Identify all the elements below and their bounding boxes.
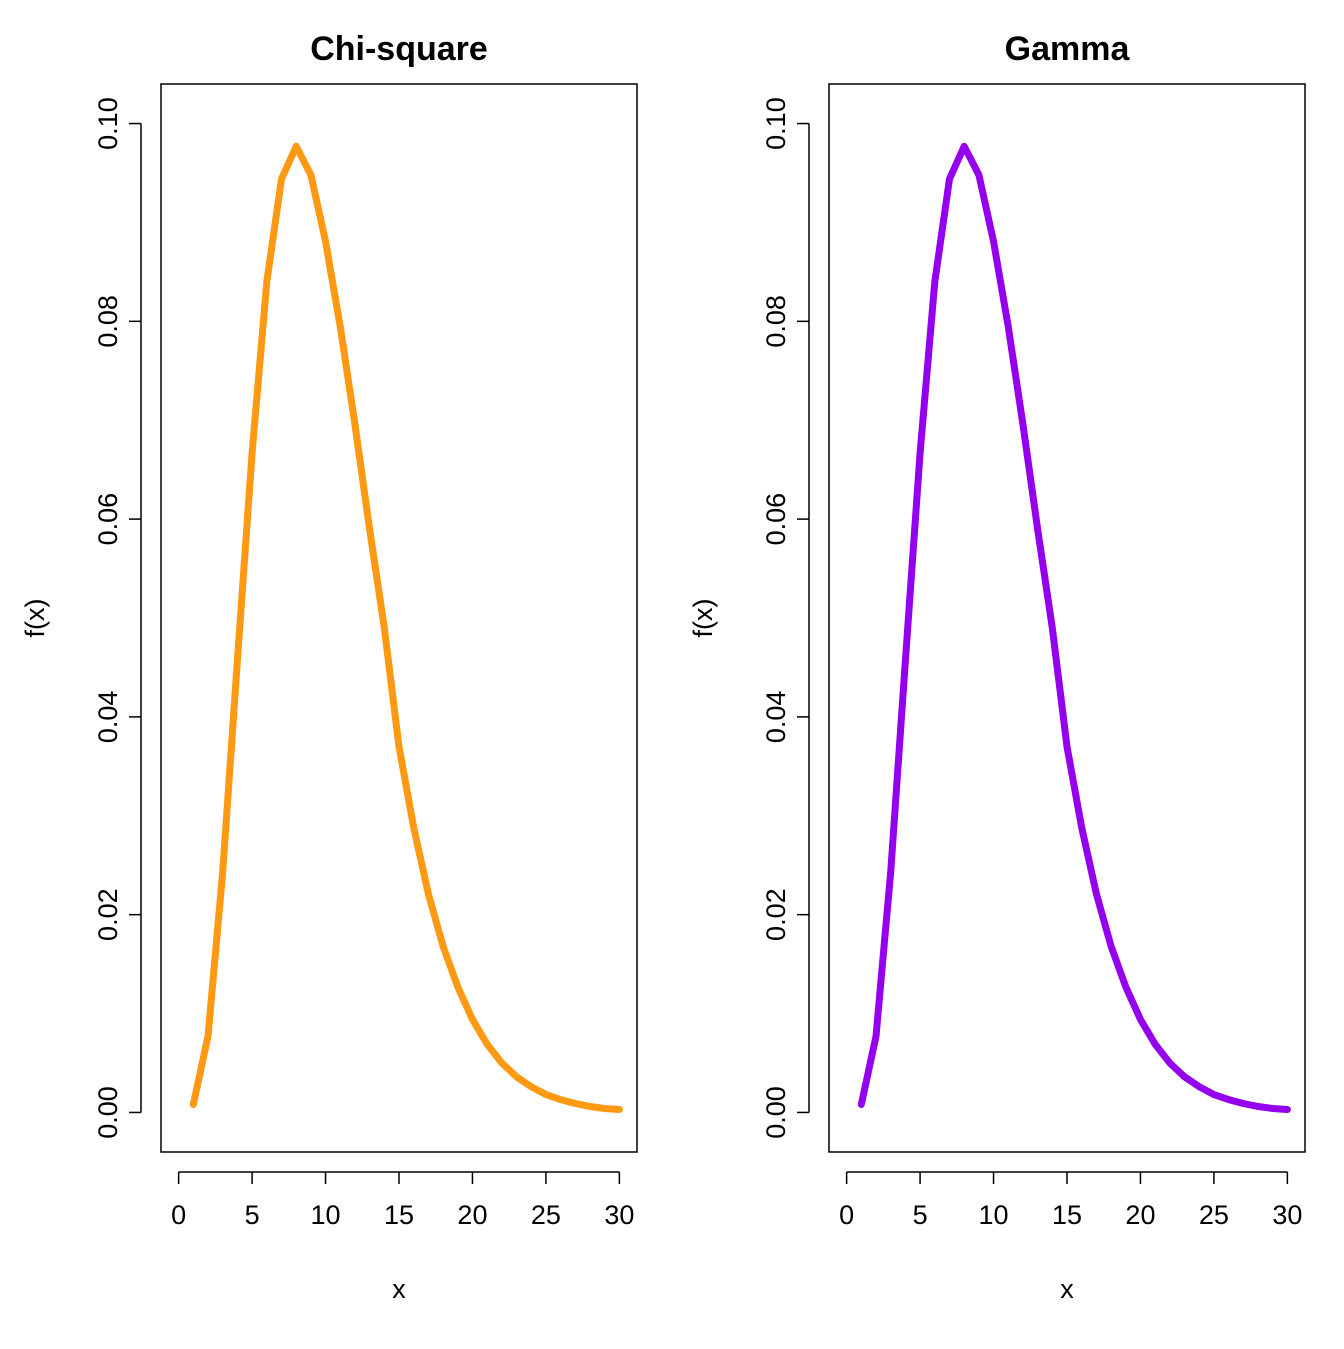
x-tick-label: 30 bbox=[1272, 1200, 1302, 1230]
x-tick-label: 15 bbox=[1052, 1200, 1082, 1230]
y-tick-label: 0.06 bbox=[761, 493, 791, 546]
x-tick-label: 0 bbox=[171, 1200, 186, 1230]
y-tick-label: 0.08 bbox=[93, 295, 123, 348]
chart-panel-chi-square: Chi-square x f(x) 0 5 10 15 20 25 30 0.00 0.02 0.… bbox=[20, 30, 638, 1304]
plot-frame bbox=[160, 83, 638, 1153]
y-tick-label: 0.00 bbox=[93, 1086, 123, 1139]
x-tick-label: 20 bbox=[1125, 1200, 1155, 1230]
y-axis-label: f(x) bbox=[688, 599, 718, 638]
y-tick-label: 0.04 bbox=[761, 691, 791, 744]
y-tick-label: 0.04 bbox=[93, 691, 123, 744]
x-tick-label: 0 bbox=[839, 1200, 854, 1230]
y-tick-label: 0.10 bbox=[93, 97, 123, 150]
x-tick-label: 5 bbox=[245, 1200, 260, 1230]
y-axis-label: f(x) bbox=[20, 599, 50, 638]
x-tick-label: 10 bbox=[979, 1200, 1009, 1230]
series-line bbox=[189, 142, 623, 1113]
x-tick-label: 25 bbox=[531, 1200, 561, 1230]
x-tick-label: 30 bbox=[604, 1200, 634, 1230]
x-axis-label: x bbox=[392, 1274, 406, 1304]
plot-frame bbox=[828, 83, 1306, 1153]
y-tick-label: 0.08 bbox=[761, 295, 791, 348]
x-tick-label: 20 bbox=[457, 1200, 487, 1230]
series-line bbox=[857, 142, 1291, 1113]
chart-title: Chi-square bbox=[310, 30, 488, 68]
chart-title: Gamma bbox=[1005, 30, 1131, 68]
y-tick-label: 0.10 bbox=[761, 97, 791, 150]
y-tick-label: 0.02 bbox=[761, 888, 791, 941]
x-tick-label: 15 bbox=[384, 1200, 414, 1230]
x-tick-label: 5 bbox=[913, 1200, 928, 1230]
y-tick-label: 0.02 bbox=[93, 888, 123, 941]
y-tick-label: 0.00 bbox=[761, 1086, 791, 1139]
y-tick-label: 0.06 bbox=[93, 493, 123, 546]
x-tick-label: 10 bbox=[311, 1200, 341, 1230]
chart-panel-gamma: Gamma x f(x) 0 5 10 15 20 25 30 0.00 0.02 0.04 0.0… bbox=[688, 30, 1306, 1304]
x-tick-label: 25 bbox=[1199, 1200, 1229, 1230]
x-axis-label: x bbox=[1060, 1274, 1074, 1304]
